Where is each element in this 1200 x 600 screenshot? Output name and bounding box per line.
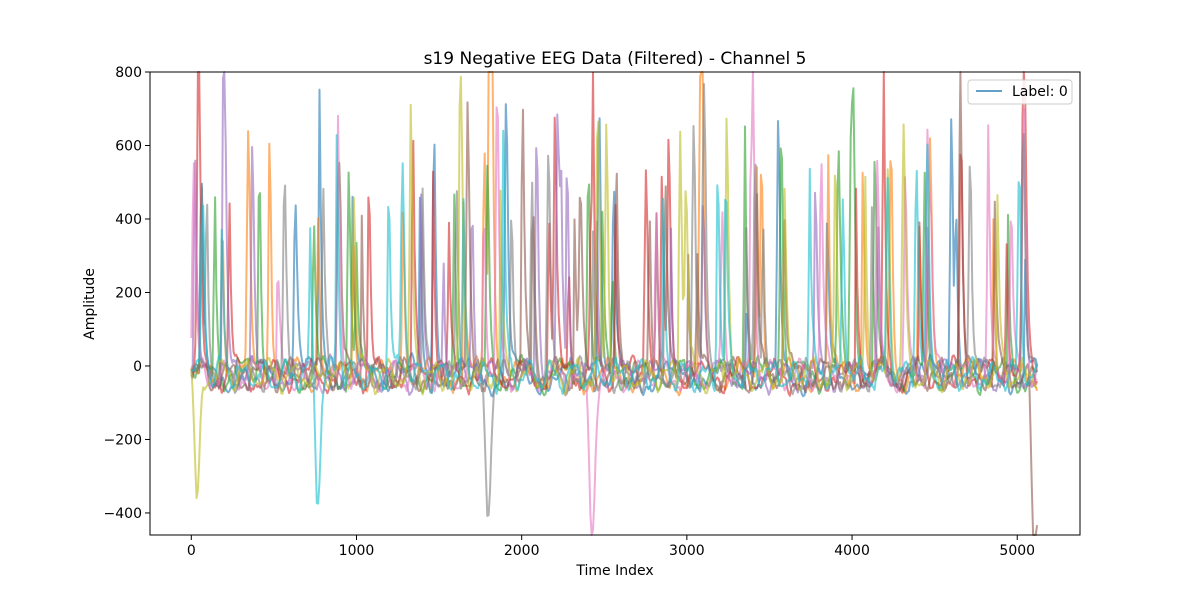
y-tick-label: 400	[115, 212, 142, 228]
y-tick-label: 800	[115, 65, 142, 81]
plot-frame	[149, 71, 1081, 536]
legend-box	[967, 79, 1073, 105]
x-tick-label: 5000	[999, 543, 1035, 559]
chart-title: s19 Negative EEG Data (Filtered) - Chann…	[424, 49, 807, 69]
y-tick-label: 0	[133, 359, 142, 375]
series-line-7	[190, 71, 1038, 536]
y-tick-label: −200	[104, 432, 142, 448]
series-lines	[190, 71, 1039, 536]
legend-entry-label-0: Label: 0	[1012, 84, 1068, 100]
x-tick-label: 1000	[339, 543, 375, 559]
x-axis-label: Time Index	[575, 563, 653, 579]
y-tick-label: 200	[115, 285, 142, 301]
series-line-10	[190, 129, 1039, 505]
y-axis-ticks: −400 −200 0 200 400 600 800	[104, 65, 150, 522]
x-axis-ticks: 0 1000 2000 3000 4000 5000	[187, 535, 1035, 559]
legend: Label: 0	[967, 79, 1073, 105]
x-tick-label: 4000	[834, 543, 870, 559]
x-tick-label: 0	[187, 543, 196, 559]
y-tick-label: −400	[104, 506, 142, 522]
y-axis-label: Amplitude	[82, 268, 98, 340]
x-tick-label: 2000	[504, 543, 540, 559]
y-tick-label: 600	[115, 138, 142, 154]
x-tick-label: 3000	[669, 543, 705, 559]
